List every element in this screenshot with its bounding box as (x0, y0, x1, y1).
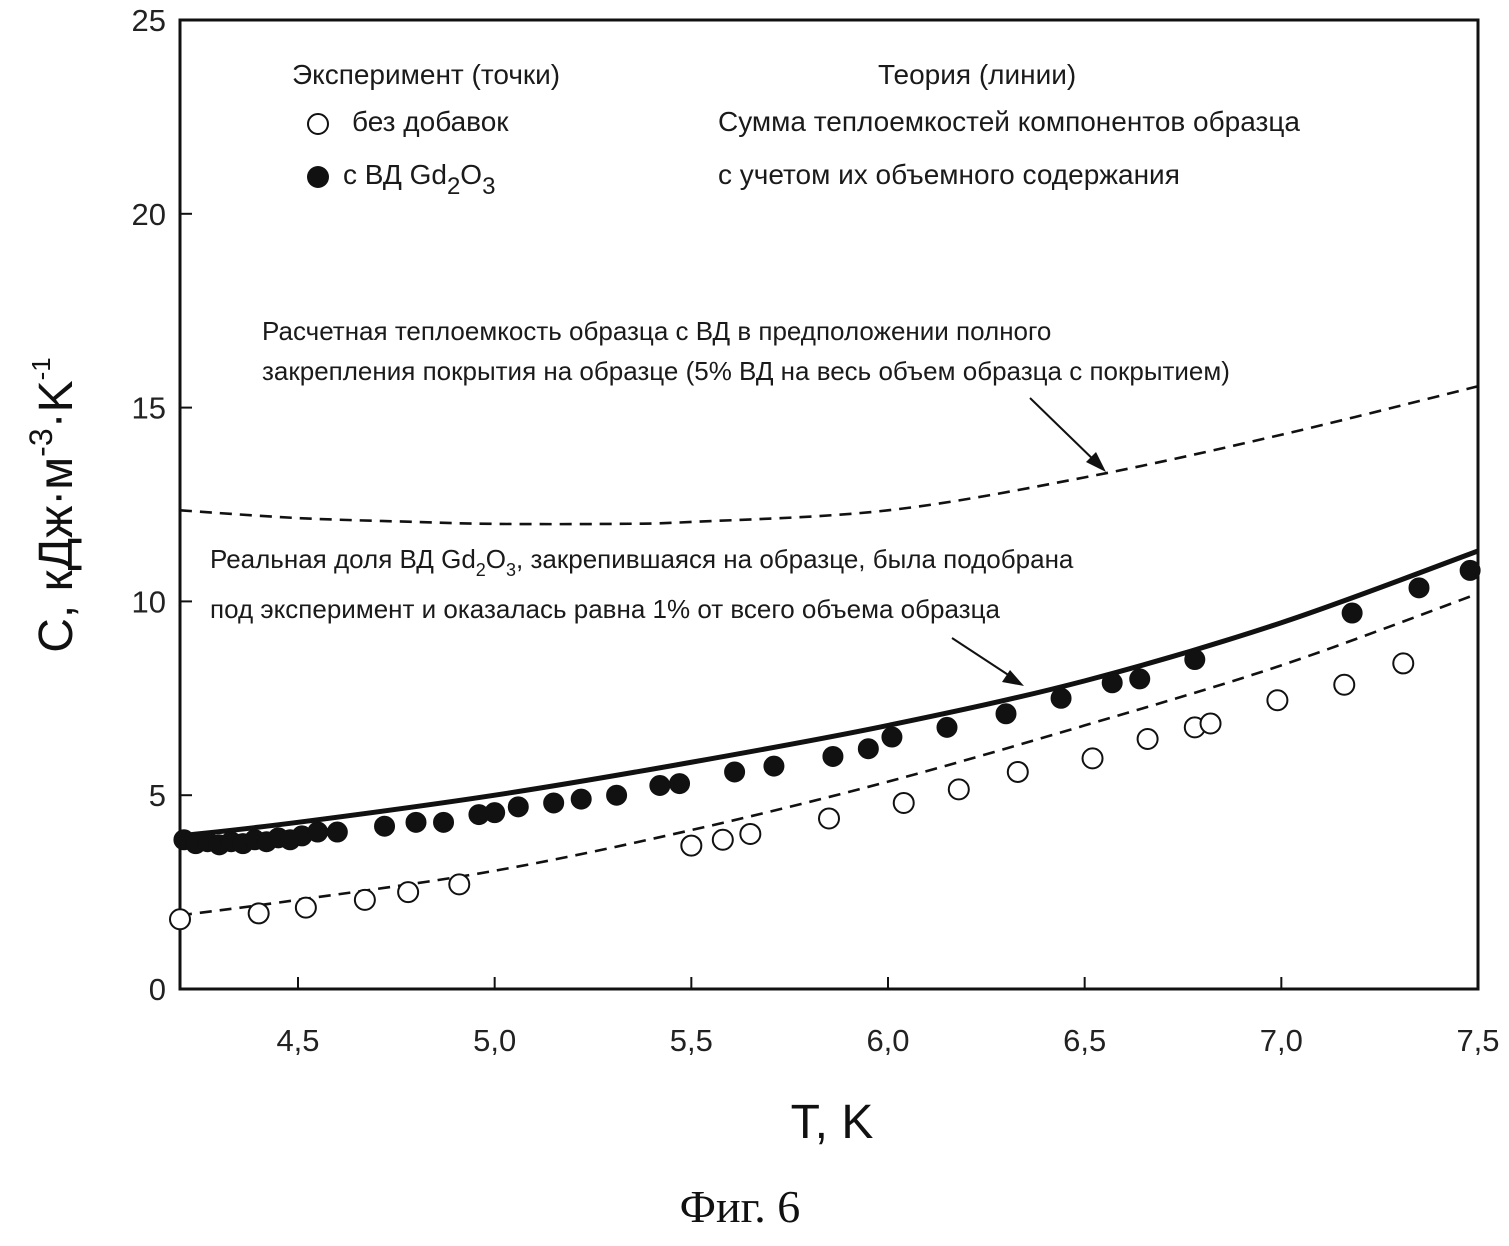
data-point-filled (937, 717, 957, 737)
data-point-open (449, 874, 469, 894)
data-point-open (1267, 690, 1287, 710)
upper-annotation-line1: Расчетная теплоемкость образца с ВД в пр… (262, 316, 1051, 346)
data-point-filled (1185, 650, 1205, 670)
data-point-filled (406, 812, 426, 832)
data-point-filled (670, 774, 690, 794)
data-point-filled (1102, 673, 1122, 693)
legend-filled-label: с ВД Gd2O3 (343, 159, 495, 200)
theory-dashed-line (180, 386, 1478, 524)
y-tick-label: 10 (132, 584, 166, 619)
data-point-filled (308, 822, 328, 842)
data-point-filled (1342, 603, 1362, 623)
data-point-filled (571, 789, 591, 809)
lower-annotation-arrow (952, 638, 1016, 680)
data-point-filled (434, 812, 454, 832)
data-point-open (894, 793, 914, 813)
data-point-filled (882, 727, 902, 747)
y-tick-label: 0 (149, 972, 166, 1007)
data-point-open (949, 779, 969, 799)
legend: Эксперимент (точки) Теория (линии) без д… (292, 59, 1300, 200)
legend-theory-line2: с учетом их объемного содержания (718, 159, 1180, 190)
data-point-open (819, 808, 839, 828)
data-point-filled (327, 822, 347, 842)
data-point-open (249, 903, 269, 923)
data-point-open (296, 898, 316, 918)
data-point-filled (508, 797, 528, 817)
x-tick-label: 5,0 (473, 1023, 516, 1058)
data-point-filled (650, 776, 670, 796)
data-point-open (1334, 675, 1354, 695)
x-tick-label: 6,0 (866, 1023, 909, 1058)
upper-annotation-line2: закрепления покрытия на образце (5% ВД н… (262, 356, 1230, 386)
data-series (170, 386, 1480, 929)
y-tick-label: 25 (132, 3, 166, 38)
y-tick-label: 20 (132, 197, 166, 232)
data-point-filled (1051, 688, 1071, 708)
data-point-filled (764, 756, 784, 776)
legend-experiment-header: Эксперимент (точки) (292, 59, 560, 90)
upper-annotation-arrow (1030, 398, 1100, 466)
x-tick-label: 5,5 (670, 1023, 713, 1058)
figure-caption: Фиг. 6 (0, 1180, 1480, 1233)
data-point-filled (858, 739, 878, 759)
legend-open-label: без добавок (352, 106, 509, 137)
data-point-open (398, 882, 418, 902)
data-point-open (1138, 729, 1158, 749)
y-tick-label: 5 (149, 778, 166, 813)
x-tick-label: 7,5 (1456, 1023, 1499, 1058)
annotations: Расчетная теплоемкость образца с ВД в пр… (210, 316, 1230, 686)
y-axis-title: C, кДж·м-3·K-1 (23, 357, 83, 653)
data-point-filled (1130, 669, 1150, 689)
data-point-open (1008, 762, 1028, 782)
data-point-open (740, 824, 760, 844)
x-axis-title: T, K (791, 1096, 874, 1149)
data-point-open (170, 909, 190, 929)
data-point-open (1393, 653, 1413, 673)
legend-theory-line1: Сумма теплоемкостей компонентов образца (718, 106, 1300, 137)
lower-annotation-line1: Реальная доля ВД Gd2O3, закрепившаяся на… (210, 544, 1074, 580)
x-tick-label: 7,0 (1260, 1023, 1303, 1058)
data-point-filled (996, 704, 1016, 724)
data-point-filled (1460, 560, 1480, 580)
legend-filled-circle-marker (307, 166, 329, 188)
data-point-filled (725, 762, 745, 782)
data-point-open (713, 830, 733, 850)
data-point-filled (485, 803, 505, 823)
data-point-filled (823, 746, 843, 766)
data-point-open (1083, 748, 1103, 768)
data-point-filled (544, 793, 564, 813)
legend-theory-header: Теория (линии) (878, 59, 1076, 90)
legend-open-circle-marker (308, 114, 328, 134)
x-tick-label: 4,5 (276, 1023, 319, 1058)
data-point-open (681, 836, 701, 856)
x-tick-label: 6,5 (1063, 1023, 1106, 1058)
data-point-filled (375, 816, 395, 836)
lower-annotation-line2: под эксперимент и оказалась равна 1% от … (210, 594, 1000, 624)
y-tick-label: 15 (132, 391, 166, 426)
data-point-filled (607, 785, 627, 805)
data-point-filled (1409, 578, 1429, 598)
data-point-open (355, 890, 375, 910)
data-point-open (1201, 713, 1221, 733)
